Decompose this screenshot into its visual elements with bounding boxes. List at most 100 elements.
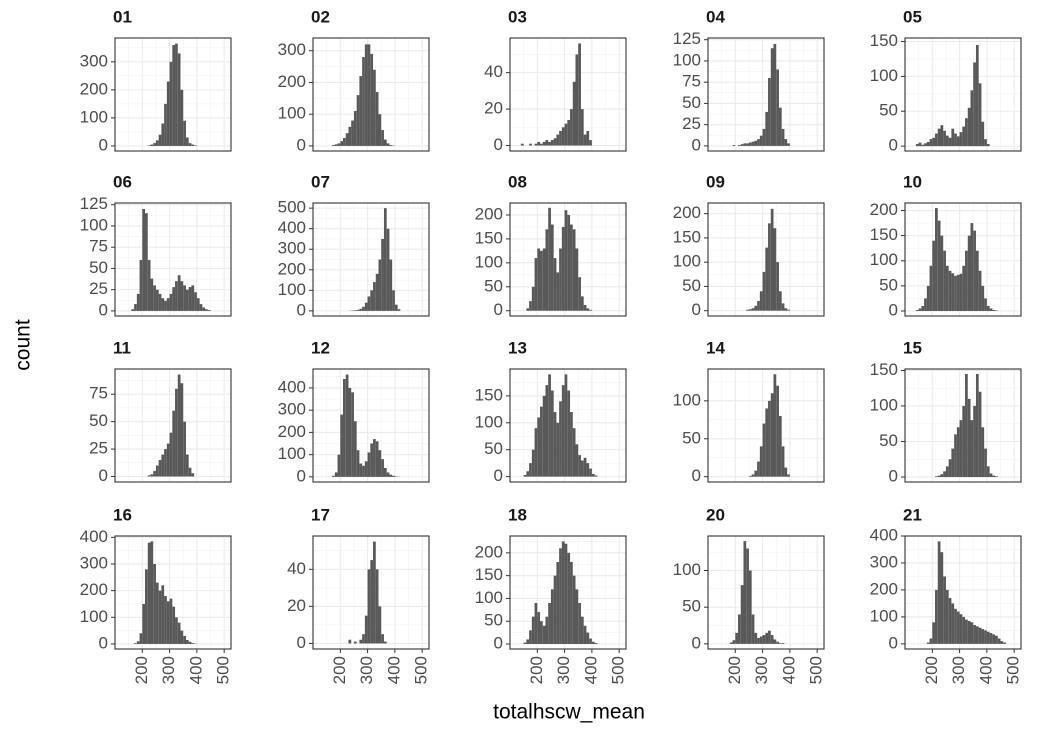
bar [965, 118, 968, 147]
bar [572, 81, 576, 146]
bar [962, 405, 966, 478]
y-tick-label: 75 [89, 237, 108, 256]
bar [375, 441, 379, 477]
bar [762, 635, 766, 644]
bar [556, 561, 560, 644]
bar [161, 298, 165, 311]
bar [918, 142, 922, 147]
bar [981, 427, 985, 478]
bar [389, 474, 393, 477]
bar [787, 474, 790, 477]
panel-title: 13 [508, 338, 527, 357]
y-axis-title: count [12, 319, 35, 371]
bar [161, 454, 165, 477]
bar [136, 293, 140, 311]
bar [781, 446, 785, 477]
bar [175, 281, 178, 311]
bar [956, 274, 960, 311]
y-tick-label: 0 [99, 633, 108, 652]
bar [570, 412, 573, 477]
bar [534, 428, 538, 477]
bar [537, 248, 541, 311]
bar [948, 598, 952, 644]
bar [169, 598, 173, 644]
bar [367, 452, 371, 477]
bar [1000, 641, 1004, 644]
bar [732, 640, 736, 644]
bar [978, 391, 982, 478]
y-tick-label: 50 [484, 276, 503, 295]
bar [984, 298, 987, 311]
panel-title: 18 [508, 505, 527, 524]
bar [145, 569, 148, 644]
bar [545, 616, 549, 644]
bar [556, 422, 560, 477]
bar [334, 472, 338, 477]
y-tick-label: 300 [278, 400, 306, 419]
bar [989, 633, 993, 644]
y-tick-label: 125 [80, 194, 108, 213]
bar [556, 134, 560, 146]
y-tick-label: 0 [99, 466, 108, 485]
bar [553, 575, 557, 644]
bar [965, 619, 968, 644]
y-tick-label: 200 [673, 203, 701, 222]
bar [188, 143, 192, 146]
bar [334, 144, 338, 146]
y-tick-label: 40 [287, 559, 306, 578]
bar [348, 387, 352, 477]
y-tick-label: 0 [99, 300, 108, 319]
panel-title: 14 [706, 338, 725, 357]
y-tick-label: 20 [287, 596, 306, 615]
bar [935, 208, 938, 311]
x-tick-label: 300 [159, 656, 178, 684]
bar [180, 630, 184, 644]
bar [545, 385, 549, 477]
bar [567, 214, 571, 311]
bar [778, 291, 782, 311]
bar [362, 306, 365, 311]
y-tick-label: 50 [682, 428, 701, 447]
bar [378, 606, 382, 644]
panel-border [707, 368, 825, 483]
bar [578, 455, 581, 477]
bar [153, 471, 156, 477]
bar [188, 287, 192, 311]
bar [370, 560, 374, 644]
bar [185, 639, 189, 644]
bar [191, 473, 195, 477]
bar [553, 138, 557, 146]
panel-border [114, 535, 232, 650]
bar [956, 136, 960, 147]
bar [746, 143, 749, 146]
panel: 0 25 50 75 100 125 06 [80, 172, 232, 319]
y-tick-label: 100 [475, 412, 503, 431]
panel-title: 02 [311, 7, 330, 26]
bar [542, 248, 546, 311]
y-tick-label: 100 [475, 252, 503, 271]
bar [529, 301, 532, 311]
y-tick-label: 0 [889, 136, 898, 155]
bar [967, 107, 971, 147]
bar [921, 144, 925, 147]
bar [770, 635, 774, 644]
panel: 0 50 100 150 200 18 200 300 400 500 [475, 505, 628, 684]
bar [787, 143, 790, 146]
bar [776, 69, 779, 146]
bar [975, 373, 979, 478]
bar [139, 259, 143, 311]
bar [740, 585, 744, 644]
bar [147, 475, 151, 477]
y-tick-label: 50 [682, 597, 701, 616]
bar [177, 53, 181, 146]
bar [183, 421, 186, 477]
bar [959, 273, 963, 311]
y-tick-label: 100 [673, 50, 701, 69]
bar [383, 208, 387, 311]
bar [940, 125, 944, 147]
bar [386, 228, 390, 311]
bar [975, 250, 979, 311]
bar [759, 636, 763, 644]
bar [343, 379, 346, 477]
